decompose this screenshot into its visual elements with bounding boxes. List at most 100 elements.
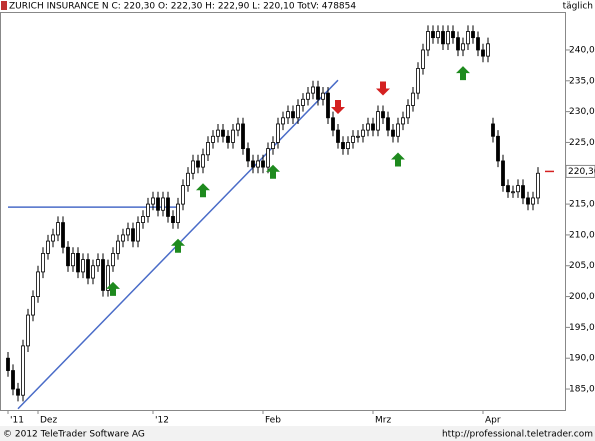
buy-signal xyxy=(171,238,185,253)
y-tick-label: 185,00 xyxy=(569,385,595,395)
buy-signal xyxy=(456,66,470,81)
sell-signal xyxy=(331,99,345,114)
candle-body xyxy=(391,129,395,137)
candle-body xyxy=(61,222,65,248)
candle-body xyxy=(491,123,495,137)
period-label: täglich xyxy=(563,2,593,12)
plot-frame xyxy=(0,12,566,411)
y-tick-label: 240,00 xyxy=(569,45,595,55)
candle-body xyxy=(221,129,225,137)
candle-body xyxy=(406,105,410,119)
candle-body xyxy=(136,222,140,242)
candle-body xyxy=(236,123,240,131)
candle-body xyxy=(186,172,190,187)
candle-body xyxy=(501,160,505,187)
x-tick-label: '11 xyxy=(10,416,24,426)
candle-body xyxy=(461,43,465,51)
candle-body xyxy=(401,117,405,125)
logo xyxy=(1,1,7,10)
candle-body xyxy=(266,148,270,168)
candle-body xyxy=(31,296,35,316)
candle-body xyxy=(181,185,185,205)
candle-body xyxy=(231,129,235,143)
candle-body xyxy=(101,259,105,291)
chart-title: ZURICH INSURANCE N C: 220,30 O: 222,30 H… xyxy=(9,2,356,12)
candle-body xyxy=(321,92,325,100)
y-tick-label: 235,00 xyxy=(569,76,595,86)
candle-body xyxy=(471,31,475,39)
candle-body xyxy=(111,253,115,267)
candle-body xyxy=(486,43,490,57)
candle-body xyxy=(106,265,110,291)
y-tick-label: 200,00 xyxy=(569,292,595,302)
candle-body xyxy=(311,86,315,94)
buy-signal xyxy=(196,183,210,198)
candle-body xyxy=(191,160,195,174)
candle-body xyxy=(411,92,415,106)
candle-body xyxy=(41,253,45,273)
candle-body xyxy=(196,160,200,168)
y-tick-label: 210,00 xyxy=(569,230,595,240)
candle-body xyxy=(476,37,480,51)
candle-body xyxy=(26,314,30,347)
candle-body xyxy=(536,172,540,199)
x-tick-label: Dez xyxy=(40,416,57,426)
candle-body xyxy=(446,31,450,45)
candle-body xyxy=(151,197,155,205)
candle-body xyxy=(526,197,530,205)
candle-body xyxy=(396,123,400,137)
candle-body xyxy=(11,370,15,390)
footer-bar xyxy=(0,426,595,441)
candle-body xyxy=(361,129,365,137)
candle-body xyxy=(346,142,350,150)
candle-body xyxy=(271,142,275,150)
y-tick-label: 225,00 xyxy=(569,138,595,148)
candle-body xyxy=(436,31,440,39)
last-price-box xyxy=(565,164,595,178)
candle-body xyxy=(366,123,370,131)
candle-body xyxy=(246,148,250,162)
candle-body xyxy=(76,253,80,273)
candle-body xyxy=(216,129,220,137)
candle-body xyxy=(531,197,535,205)
candle-body xyxy=(286,111,290,119)
candle-body xyxy=(261,160,265,168)
candle-body xyxy=(46,240,50,254)
candle-body xyxy=(456,37,460,51)
candle-body xyxy=(126,228,130,236)
candle-body xyxy=(386,117,390,131)
y-tick-label: 215,00 xyxy=(569,200,595,210)
y-tick-label: 230,00 xyxy=(569,107,595,117)
candle-body xyxy=(16,388,20,396)
candle-body xyxy=(131,228,135,242)
candle-body xyxy=(356,135,360,138)
candle-body xyxy=(51,234,55,242)
candle-body xyxy=(241,123,245,150)
candle-body xyxy=(56,222,60,236)
candle-body xyxy=(316,86,320,100)
candle-body xyxy=(431,31,435,39)
candle-body xyxy=(281,117,285,125)
candle-body xyxy=(116,240,120,254)
candle-body xyxy=(66,246,70,267)
candle-body xyxy=(336,129,340,143)
candle-body xyxy=(121,234,125,242)
buy-signal xyxy=(266,164,280,179)
x-tick-label: Feb xyxy=(265,416,281,426)
footer-url: http://professional.teletrader.com xyxy=(442,430,593,440)
candle-body xyxy=(341,142,345,150)
footer-copyright: © 2012 TeleTrader Software AG xyxy=(3,430,145,440)
candle-body xyxy=(211,135,215,143)
candle-body xyxy=(276,123,280,143)
candle-body xyxy=(416,68,420,94)
candle-body xyxy=(496,135,500,162)
candle-body xyxy=(86,259,90,279)
candle-body xyxy=(201,154,205,168)
x-tick-label: Mrz xyxy=(375,416,391,426)
candle-body xyxy=(506,185,510,193)
candle-body xyxy=(96,259,100,267)
candle-body xyxy=(466,31,470,45)
candle-body xyxy=(426,31,430,51)
sell-signal xyxy=(376,81,390,96)
